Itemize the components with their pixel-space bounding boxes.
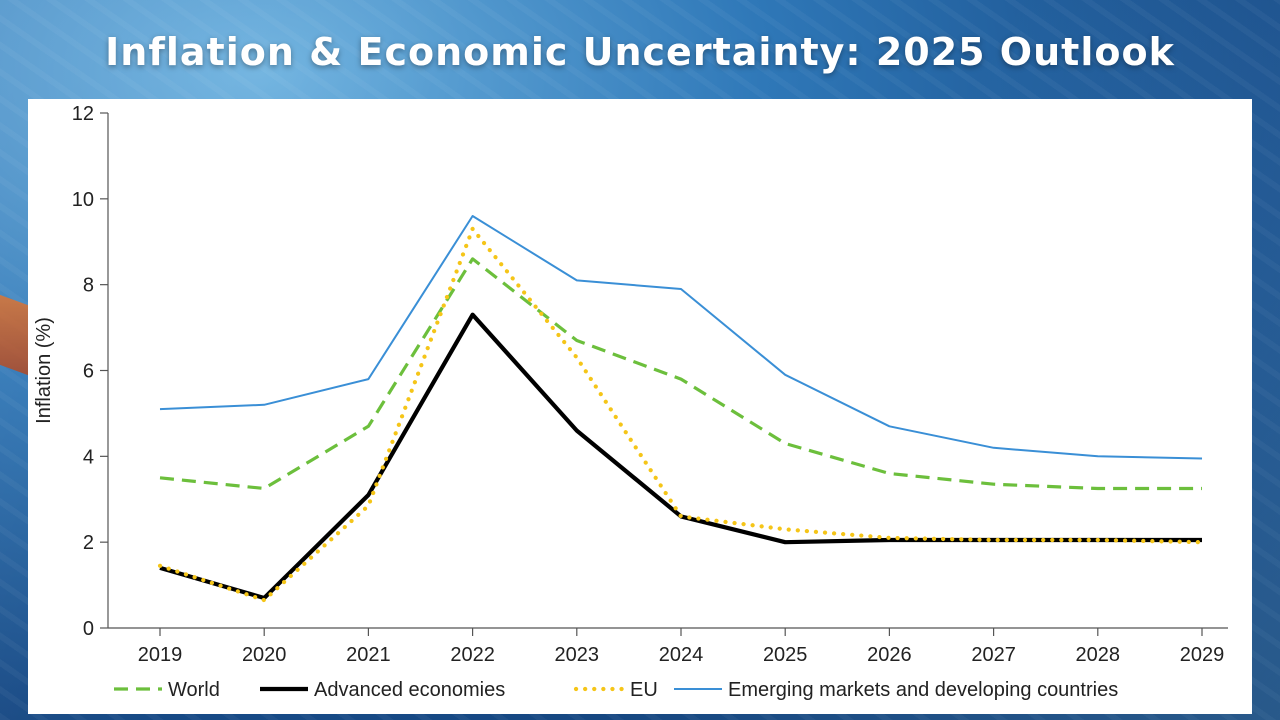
legend-label-advanced: Advanced economies [314,679,505,701]
legend-label-eu: EU [630,679,658,701]
x-tick-label: 2027 [971,644,1016,666]
y-tick-label: 12 [72,103,94,125]
y-tick-label: 2 [83,532,94,554]
y-tick-label: 8 [83,275,94,297]
line-chart: 0 2 4 6 8 10 12 2019 2020 2021 2022 2023 2024 2025 202… [33,103,1228,701]
series-lines [157,215,1205,603]
y-tick-label: 6 [83,361,94,383]
x-tick-label: 2021 [346,644,391,666]
y-axis-title: Inflation (%) [33,317,55,424]
x-tick-label: 2026 [867,644,912,666]
y-tick-label: 10 [72,189,94,211]
series-line-emerging [159,215,1203,460]
legend-label-emerging: Emerging markets and developing countrie… [728,679,1118,701]
legend-label-world: World [168,679,220,701]
y-tick-label: 4 [83,446,94,468]
x-tick-label: 2029 [1180,644,1225,666]
x-tick-label: 2025 [763,644,808,666]
x-tick-label: 2023 [555,644,600,666]
background-accent [0,294,28,376]
x-tick-label: 2022 [450,644,495,666]
legend: World Advanced economies EU Emerging market… [114,679,1118,701]
series-line-world [159,257,1202,491]
x-tick-label: 2019 [138,644,183,666]
x-tick-label: 2020 [242,644,287,666]
axes: 0 2 4 6 8 10 12 2019 2020 2021 2022 2023 2024 2025 202… [33,103,1228,666]
page-title: Inflation & Economic Uncertainty: 2025 O… [105,30,1175,74]
x-tick-label: 2028 [1076,644,1121,666]
chart-panel: 0 2 4 6 8 10 12 2019 2020 2021 2022 2023 2024 2025 202… [28,99,1252,714]
y-tick-label: 0 [83,618,94,640]
x-tick-label: 2024 [659,644,704,666]
